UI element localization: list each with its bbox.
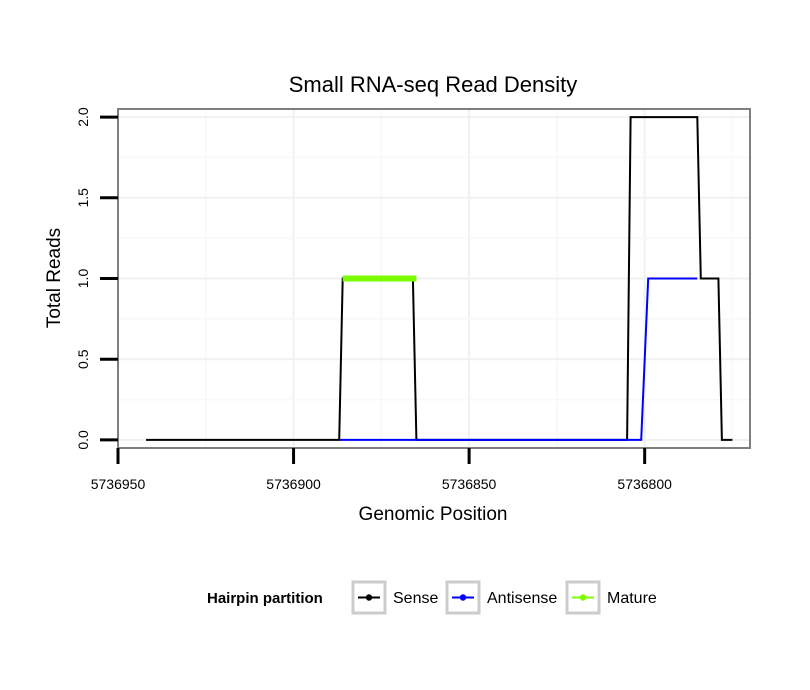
x-tick-label: 5736850 [442,476,497,492]
y-tick-label: 0.5 [75,349,91,369]
legend-label-antisense: Antisense [487,590,557,607]
y-tick-label: 1.5 [75,188,91,208]
y-tick-label: 1.0 [75,269,91,289]
legend-label-sense: Sense [393,590,438,607]
series-line-sense [146,116,733,441]
legend-key-point [579,594,587,601]
y-tick-label: 2.0 [75,107,91,127]
y-axis-label: Total Reads [44,228,65,328]
x-tick-label: 5736800 [617,476,672,492]
y-tick-label: 0.0 [75,430,91,450]
plot-axes: 5736950 5736900 5736850 5736800 0.0 0.5 1.0 1.5… [75,107,672,492]
plot-series [146,116,733,441]
legend-entries: Sense Antisense Mature [351,580,657,615]
x-tick-label: 5736900 [266,476,321,492]
x-axis-label: Genomic Position [359,504,508,525]
chart-title: Small RNA-seq Read Density [289,72,578,97]
x-tick-label: 5736950 [91,476,146,492]
legend-key-point [365,594,373,601]
legend: Hairpin partition Sense Antisense Mature [207,580,657,615]
legend-title: Hairpin partition [207,590,323,607]
legend-label-mature: Mature [607,590,657,607]
series-line-antisense [339,277,698,441]
legend-key-point [459,594,467,601]
plot-grid [117,109,750,448]
